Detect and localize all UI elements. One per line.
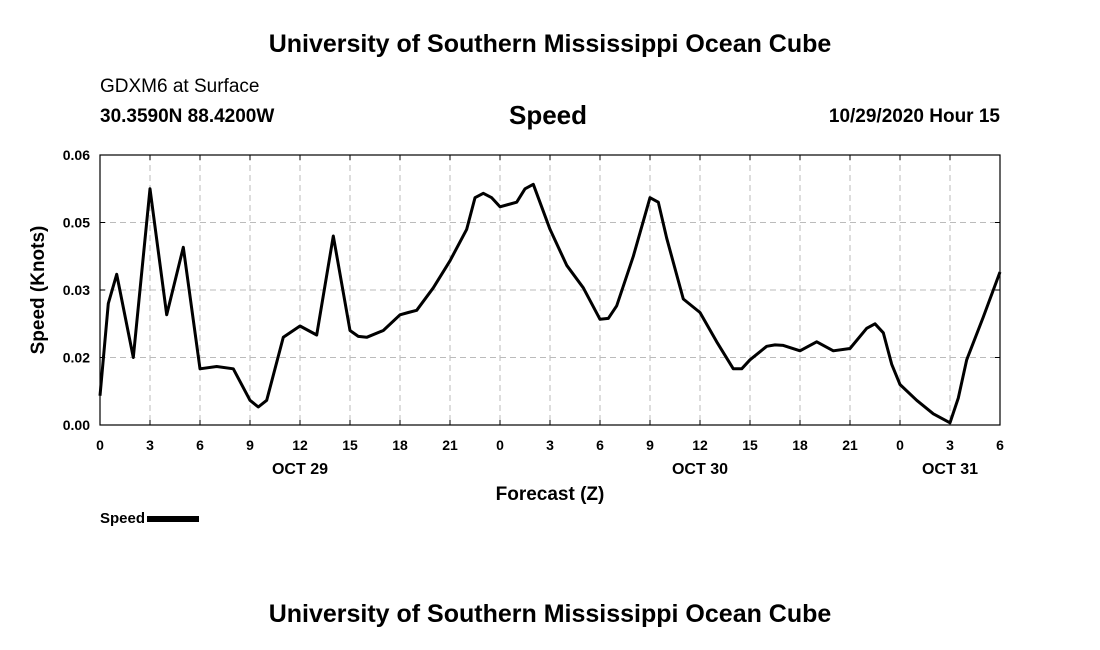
grid bbox=[100, 155, 1000, 425]
x-tick-label: 3 bbox=[946, 437, 954, 453]
x-tick-label: 6 bbox=[996, 437, 1004, 453]
x-tick-label: 12 bbox=[292, 437, 308, 453]
x-tick-label: 21 bbox=[842, 437, 858, 453]
x-axis-label: Forecast (Z) bbox=[496, 484, 605, 505]
x-tick-label: 21 bbox=[442, 437, 458, 453]
axis-labels: 0 3 6 9 12 15 18 21 0 3 6 9 12 15 18 21 0 3 6 0.00 0.02 0.03 0… bbox=[28, 147, 1004, 505]
axes bbox=[99, 154, 1001, 426]
chart-title: Speed bbox=[509, 100, 588, 130]
x-tick-label: 3 bbox=[546, 437, 554, 453]
x-tick-label: 12 bbox=[692, 437, 708, 453]
x-tick-label: 6 bbox=[196, 437, 204, 453]
station-label: GDXM6 at Surface bbox=[100, 76, 260, 97]
y-tick-label: 0.06 bbox=[63, 147, 90, 163]
x-tick-label: 18 bbox=[792, 437, 808, 453]
y-axis-label: Speed (Knots) bbox=[28, 226, 49, 355]
series-layer bbox=[98, 182, 1002, 425]
x-tick-label: 9 bbox=[246, 437, 254, 453]
station-coordinates: 30.3590N 88.4200W bbox=[100, 106, 275, 127]
x-tick-label: 0 bbox=[496, 437, 504, 453]
date-label: OCT 29 bbox=[272, 461, 328, 478]
series-line-speed bbox=[98, 182, 1002, 425]
x-tick-label: 3 bbox=[146, 437, 154, 453]
y-tick-label: 0.03 bbox=[63, 282, 90, 298]
x-tick-label: 9 bbox=[646, 437, 654, 453]
x-tick-label: 18 bbox=[392, 437, 408, 453]
page-title: University of Southern Mississippi Ocean… bbox=[268, 30, 832, 58]
legend-label: Speed bbox=[100, 510, 146, 527]
x-tick-label: 15 bbox=[342, 437, 358, 453]
date-label: OCT 31 bbox=[922, 461, 978, 478]
y-tick-label: 0.00 bbox=[63, 417, 90, 433]
plot-frame bbox=[99, 154, 1001, 426]
valid-time: 10/29/2020 Hour 15 bbox=[828, 106, 1000, 127]
legend: Speed bbox=[100, 510, 200, 527]
x-tick-label: 0 bbox=[96, 437, 104, 453]
x-tick-label: 6 bbox=[596, 437, 604, 453]
x-tick-label: 15 bbox=[742, 437, 758, 453]
footer-title: University of Southern Mississippi Ocean… bbox=[268, 600, 832, 628]
legend-swatch bbox=[147, 516, 200, 523]
x-tick-label: 0 bbox=[896, 437, 904, 453]
date-label: OCT 30 bbox=[672, 461, 728, 478]
y-tick-label: 0.02 bbox=[63, 350, 90, 366]
y-tick-label: 0.05 bbox=[63, 215, 90, 231]
